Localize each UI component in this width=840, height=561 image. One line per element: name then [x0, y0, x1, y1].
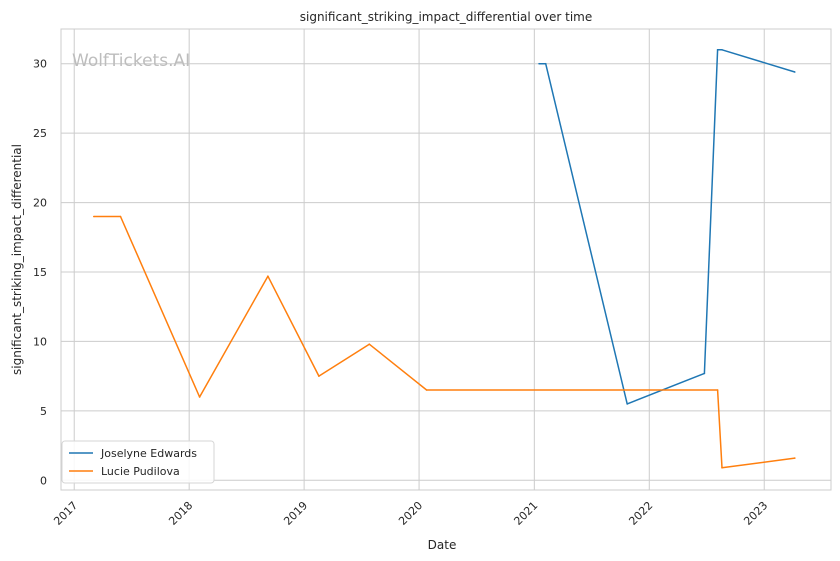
chart-title: significant_striking_impact_differential…	[300, 10, 592, 24]
legend-box	[61, 440, 215, 484]
data-point-lucie-pudilova	[794, 457, 796, 459]
y-tick-label: 20	[33, 197, 47, 210]
data-point-lucie-pudilova	[267, 275, 269, 278]
legend-label-lucie-pudilova: Lucie Pudilova	[101, 465, 180, 478]
data-point-lucie-pudilova	[119, 215, 122, 218]
data-point-joselyne-edwards	[716, 49, 719, 51]
watermark-text: WolfTickets.AI	[72, 51, 190, 71]
data-point-joselyne-edwards	[544, 62, 547, 65]
plot-frame	[60, 28, 832, 491]
data-point-lucie-pudilova	[198, 396, 201, 398]
data-point-lucie-pudilova	[368, 343, 371, 346]
x-axis-label: Date	[428, 538, 457, 552]
y-tick-label: 15	[33, 266, 47, 279]
data-point-joselyne-edwards	[626, 403, 628, 405]
data-point-joselyne-edwards	[794, 71, 796, 73]
data-point-lucie-pudilova	[318, 375, 320, 377]
data-point-joselyne-edwards	[703, 372, 706, 375]
data-point-lucie-pudilova	[93, 215, 95, 218]
y-tick-label: 25	[33, 127, 47, 140]
legend: Joselyne Edwards Lucie Pudilova	[61, 440, 215, 484]
data-point-lucie-pudilova	[721, 467, 723, 469]
y-tick-label: 10	[33, 335, 47, 348]
grid	[61, 29, 831, 490]
series-line-lucie-pudilova	[93, 215, 795, 469]
y-axis-label: significant_striking_impact_differential	[10, 144, 24, 375]
y-tick-label: 0	[40, 474, 47, 487]
y-tick-label: 30	[33, 58, 47, 71]
data-point-lucie-pudilova	[716, 389, 719, 391]
data-point-joselyne-edwards	[538, 62, 540, 65]
y-tick-label: 5	[40, 405, 47, 418]
data-point-lucie-pudilova	[425, 389, 428, 391]
y-tick-labels: 0 5 10 15 20 25 30	[33, 58, 47, 488]
data-point-joselyne-edwards	[721, 49, 723, 51]
legend-label-joselyne-edwards: Joselyne Edwards	[100, 447, 197, 460]
series-group	[93, 49, 796, 469]
